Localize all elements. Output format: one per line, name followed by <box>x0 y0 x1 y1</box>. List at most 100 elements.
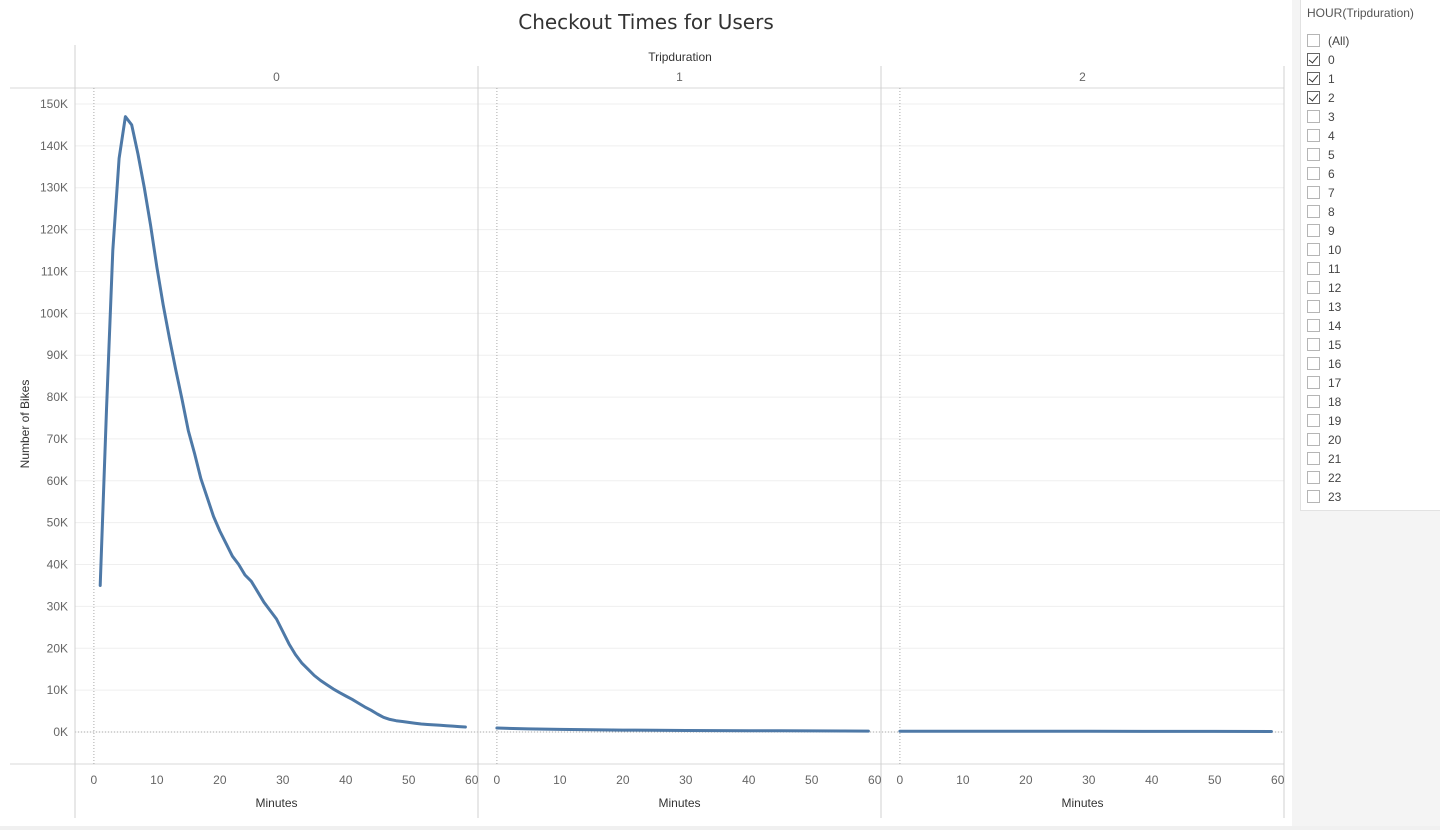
filter-item-label: 0 <box>1328 52 1335 67</box>
checkbox[interactable] <box>1307 300 1320 313</box>
checkbox[interactable] <box>1307 243 1320 256</box>
filter-item[interactable]: 6 <box>1307 164 1349 183</box>
filter-item[interactable]: 2 <box>1307 88 1349 107</box>
x-tick-label: 60 <box>465 773 479 787</box>
filter-item-label: 9 <box>1328 223 1335 238</box>
x-tick-label: 30 <box>276 773 290 787</box>
filter-item[interactable]: 3 <box>1307 107 1349 126</box>
x-axis-title: Minutes <box>1061 796 1103 810</box>
column-header: Tripduration <box>648 50 712 64</box>
panel-label: 1 <box>676 70 683 84</box>
y-tick-label: 150K <box>40 97 68 111</box>
filter-item-label: 18 <box>1328 394 1342 409</box>
filter-item-label: 13 <box>1328 299 1342 314</box>
filter-item[interactable]: 5 <box>1307 145 1349 164</box>
filter-item[interactable]: 17 <box>1307 373 1349 392</box>
filter-item[interactable]: 22 <box>1307 468 1349 487</box>
side-panel: HOUR(Tripduration) (All) 0 1 2 3 4 5 6 7 8 9 10 11 12… <box>1292 0 1440 830</box>
filter-item[interactable]: 15 <box>1307 335 1349 354</box>
filter-item[interactable]: 21 <box>1307 449 1349 468</box>
checkbox[interactable] <box>1307 34 1320 47</box>
y-tick-label: 30K <box>47 599 68 613</box>
filter-item[interactable]: 11 <box>1307 259 1349 278</box>
checkbox[interactable] <box>1307 471 1320 484</box>
y-tick-label: 50K <box>47 516 68 530</box>
y-tick-label: 140K <box>40 139 68 153</box>
checkbox[interactable] <box>1307 376 1320 389</box>
x-tick-label: 10 <box>553 773 567 787</box>
y-tick-label: 60K <box>47 474 68 488</box>
filter-item-label: 6 <box>1328 166 1335 181</box>
checkbox[interactable] <box>1307 395 1320 408</box>
filter-item-label: 22 <box>1328 470 1342 485</box>
filter-item[interactable]: 16 <box>1307 354 1349 373</box>
checkbox[interactable] <box>1307 262 1320 275</box>
checkbox[interactable] <box>1307 186 1320 199</box>
filter-list: (All) 0 1 2 3 4 5 6 7 8 9 10 11 12 13 14 15 16 17 18 19 20 21 2… <box>1307 31 1349 506</box>
checkbox-checked[interactable] <box>1307 72 1320 85</box>
filter-item[interactable]: 20 <box>1307 430 1349 449</box>
checkbox[interactable] <box>1307 319 1320 332</box>
y-tick-label: 90K <box>47 348 68 362</box>
series-line-panel-0 <box>98 115 467 729</box>
chart-title: Checkout Times for Users <box>518 10 774 34</box>
y-axis-title: Number of Bikes <box>18 380 32 469</box>
checkbox[interactable] <box>1307 452 1320 465</box>
x-tick-label: 60 <box>868 773 882 787</box>
filter-item-label: 3 <box>1328 109 1335 124</box>
checkbox[interactable] <box>1307 224 1320 237</box>
filter-item[interactable]: 23 <box>1307 487 1349 506</box>
x-tick-label: 60 <box>1271 773 1285 787</box>
checkbox[interactable] <box>1307 433 1320 446</box>
checkbox[interactable] <box>1307 167 1320 180</box>
x-tick-label: 10 <box>150 773 164 787</box>
checkbox-checked[interactable] <box>1307 53 1320 66</box>
filter-item-label: 12 <box>1328 280 1342 295</box>
filter-item[interactable]: 7 <box>1307 183 1349 202</box>
checkbox[interactable] <box>1307 490 1320 503</box>
y-tick-label: 100K <box>40 306 68 320</box>
checkbox[interactable] <box>1307 129 1320 142</box>
checkbox[interactable] <box>1307 281 1320 294</box>
checkbox[interactable] <box>1307 205 1320 218</box>
filter-item[interactable]: 1 <box>1307 69 1349 88</box>
filter-item[interactable]: 13 <box>1307 297 1349 316</box>
y-tick-label: 20K <box>47 641 68 655</box>
filter-item-label: 8 <box>1328 204 1335 219</box>
checkbox[interactable] <box>1307 338 1320 351</box>
filter-item[interactable]: 18 <box>1307 392 1349 411</box>
panel-label: 0 <box>273 70 280 84</box>
filter-item[interactable]: 9 <box>1307 221 1349 240</box>
filter-item-label: 11 <box>1328 261 1341 276</box>
checkbox[interactable] <box>1307 110 1320 123</box>
checkbox[interactable] <box>1307 148 1320 161</box>
filter-item[interactable]: (All) <box>1307 31 1349 50</box>
filter-item-label: 20 <box>1328 432 1342 447</box>
filter-item[interactable]: 19 <box>1307 411 1349 430</box>
x-axis-title: Minutes <box>658 796 700 810</box>
filter-item[interactable]: 8 <box>1307 202 1349 221</box>
filter-item-label: (All) <box>1328 33 1350 48</box>
x-tick-label: 30 <box>1082 773 1096 787</box>
checkbox[interactable] <box>1307 414 1320 427</box>
filter-item-label: 21 <box>1328 451 1342 466</box>
filter-item-label: 7 <box>1328 185 1335 200</box>
checkbox-checked[interactable] <box>1307 91 1320 104</box>
filter-item-label: 1 <box>1328 71 1335 86</box>
filter-item[interactable]: 10 <box>1307 240 1349 259</box>
y-tick-label: 120K <box>40 223 68 237</box>
checkbox[interactable] <box>1307 357 1320 370</box>
filter-item[interactable]: 14 <box>1307 316 1349 335</box>
x-tick-label: 0 <box>494 773 501 787</box>
filter-item[interactable]: 12 <box>1307 278 1349 297</box>
bottom-scrollbar <box>0 826 1440 830</box>
filter-item-label: 14 <box>1328 318 1342 333</box>
filter-item[interactable]: 4 <box>1307 126 1349 145</box>
y-tick-label: 70K <box>47 432 68 446</box>
filter-item-label: 4 <box>1328 128 1335 143</box>
y-tick-label: 40K <box>47 558 68 572</box>
x-tick-label: 30 <box>679 773 693 787</box>
x-tick-label: 20 <box>616 773 630 787</box>
x-tick-label: 40 <box>339 773 353 787</box>
filter-item[interactable]: 0 <box>1307 50 1349 69</box>
